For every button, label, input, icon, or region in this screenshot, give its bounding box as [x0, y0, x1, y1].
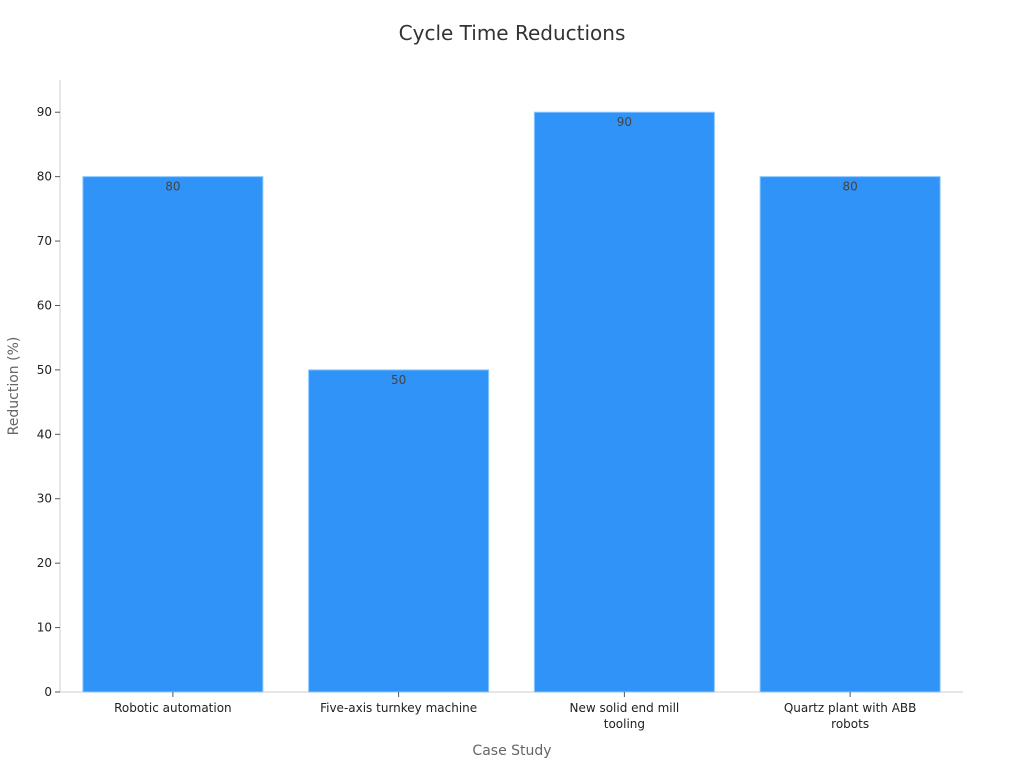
- plot-area: 0 10 20 30 40 50 60 70 80 90 80 Robotic automation 5…: [37, 80, 963, 731]
- y-tick-label: 80: [37, 170, 52, 184]
- bar-value-label: 80: [165, 180, 180, 194]
- bar-value-label: 80: [842, 180, 857, 194]
- x-tick-label: robots: [831, 717, 869, 731]
- chart-title: Cycle Time Reductions: [399, 21, 626, 45]
- bar-value-label: 90: [617, 115, 632, 129]
- y-tick-label: 70: [37, 234, 52, 248]
- y-tick-label: 90: [37, 105, 52, 119]
- y-tick-label: 30: [37, 492, 52, 506]
- y-tick-label: 50: [37, 363, 52, 377]
- y-tick-label: 0: [44, 685, 52, 699]
- bar: [308, 369, 490, 693]
- x-tick-label: tooling: [604, 717, 645, 731]
- x-tick-label: Quartz plant with ABB: [784, 701, 917, 715]
- y-tick-label: 60: [37, 298, 52, 312]
- x-axis-label: Case Study: [472, 743, 551, 759]
- bar: [759, 176, 941, 693]
- x-tick-label: Robotic automation: [114, 701, 232, 715]
- y-tick-label: 40: [37, 427, 52, 441]
- bar: [533, 111, 715, 693]
- bar-value-label: 50: [391, 373, 406, 387]
- y-tick-label: 10: [37, 621, 52, 635]
- x-tick-label: New solid end mill: [569, 701, 679, 715]
- bar: [82, 176, 264, 693]
- x-tick-label: Five-axis turnkey machine: [320, 701, 477, 715]
- y-tick-label: 20: [37, 556, 52, 570]
- y-axis-label: Reduction (%): [6, 337, 22, 436]
